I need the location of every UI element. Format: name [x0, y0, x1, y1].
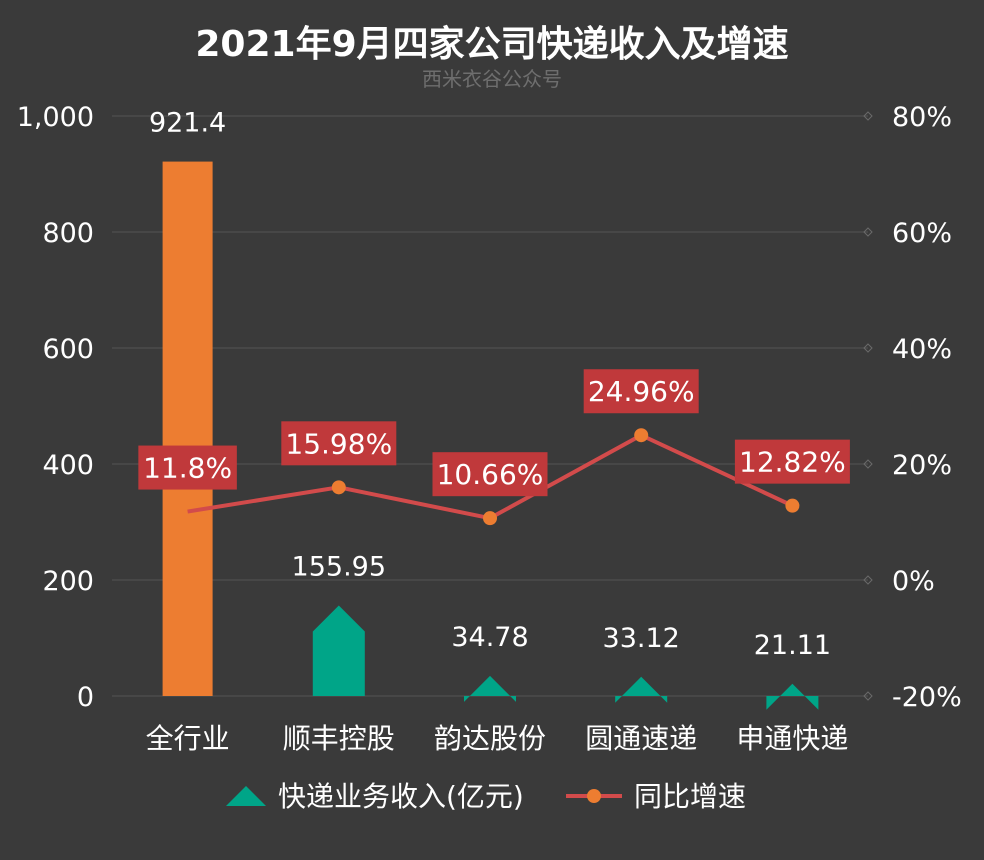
line-value-label: 12.82% [739, 446, 846, 479]
right-tick-mark [863, 343, 873, 353]
line-value-label: 10.66% [437, 458, 544, 491]
legend-line-dot [587, 789, 601, 803]
left-tick-label: 800 [42, 218, 94, 249]
chart-title: 2021年9月四家公司快递收入及增速 [195, 24, 788, 65]
line-point [331, 480, 346, 495]
category-axis: 全行业 顺丰控股 韵达股份 圆通速递 申通快递 [146, 722, 849, 755]
category-label: 圆通速递 [585, 722, 697, 755]
line-point [634, 428, 649, 443]
line-label-box [138, 445, 237, 490]
right-tick-mark [863, 227, 873, 237]
right-tick-mark [863, 575, 873, 585]
bar [464, 675, 516, 702]
category-label: 申通快递 [736, 722, 848, 755]
bar [766, 683, 819, 710]
line-label-box [583, 369, 699, 414]
right-tick-label: -20% [892, 682, 962, 713]
bar-series: 921.4 155.95 34.78 33.12 21.11 [149, 108, 831, 710]
left-tick-label: 400 [42, 450, 94, 481]
bar-value-label: 21.11 [754, 630, 831, 661]
bar [312, 605, 365, 696]
left-tick-label: 200 [42, 566, 94, 597]
line-value-label: 24.96% [588, 375, 695, 408]
category-label: 全行业 [146, 722, 230, 755]
legend-bar-marker [226, 786, 266, 806]
category-label: 顺丰控股 [283, 722, 395, 755]
bar-value-label: 155.95 [292, 552, 386, 583]
line-series: 11.8% 15.98% 10.66% 24.96% 12.82% [138, 369, 850, 526]
right-tick-mark [863, 459, 873, 469]
right-tick-mark [863, 111, 873, 121]
bar-value-label: 33.12 [603, 623, 680, 654]
bar-value-label: 921.4 [149, 108, 226, 139]
line-label-box [734, 439, 850, 484]
right-axis: -20% 0% 20% 40% 60% 80% [863, 102, 962, 713]
right-tick-label: 80% [892, 102, 952, 133]
legend-bar-label: 快递业务收入(亿元) [278, 780, 524, 813]
left-axis: 0 200 400 600 800 1,000 [17, 102, 94, 713]
right-tick-label: 60% [892, 218, 952, 249]
line-point [483, 511, 497, 526]
right-tick-mark [863, 691, 873, 701]
left-tick-label: 600 [42, 334, 94, 365]
bar [615, 676, 668, 703]
legend: 快递业务收入(亿元) 同比增速 [226, 780, 746, 813]
right-tick-label: 0% [892, 566, 935, 597]
right-tick-label: 40% [892, 334, 952, 365]
line-point [785, 498, 800, 513]
bar-value-label: 34.78 [451, 622, 528, 653]
line-label-box [432, 452, 548, 497]
left-tick-label: 0 [77, 682, 94, 713]
left-tick-label: 1,000 [17, 102, 94, 133]
line-value-label: 15.98% [285, 427, 392, 460]
gridlines [112, 115, 868, 697]
right-tick-label: 20% [892, 450, 952, 481]
bar [162, 161, 213, 696]
line-value-label: 11.8% [143, 452, 232, 485]
legend-line-label: 同比增速 [634, 780, 746, 813]
category-label: 韵达股份 [434, 722, 546, 755]
chart-subtitle: 西米衣谷公众号 [422, 67, 562, 91]
line-label-box [281, 421, 397, 466]
